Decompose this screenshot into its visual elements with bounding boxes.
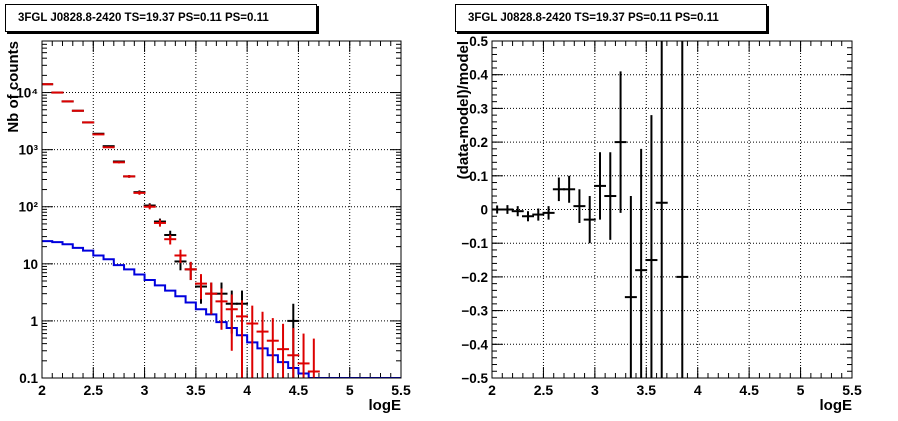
data-point: [246, 305, 259, 378]
data-point: [164, 234, 177, 245]
data-point: [614, 71, 627, 213]
y-tick-label: 10²: [18, 200, 38, 215]
data-point: [184, 261, 197, 281]
plot-area: [492, 41, 689, 378]
y-axis-title: Nb of counts: [5, 41, 22, 133]
y-tick-label: −0.5: [461, 371, 488, 386]
data-point: [604, 152, 617, 240]
y-tick-label: 0.3: [469, 101, 488, 116]
data-point: [92, 133, 105, 136]
plot-area: [42, 83, 401, 378]
data-point: [215, 288, 228, 330]
data-point: [645, 115, 658, 378]
x-tick-label: 2: [38, 382, 46, 398]
data-point: [594, 152, 606, 220]
y-tick-label: 0.2: [469, 135, 488, 150]
x-tick-label: 5.5: [842, 382, 862, 398]
data-point: [123, 175, 136, 178]
x-tick-label: 5: [797, 382, 805, 398]
data-point: [153, 219, 166, 227]
data-point: [297, 333, 310, 378]
x-tick-label: 3.5: [186, 382, 206, 398]
data-point: [676, 41, 689, 378]
model-step-line: [42, 240, 401, 378]
data-point: [82, 121, 95, 124]
x-tick-label: 4: [243, 382, 251, 398]
data-point: [112, 161, 125, 164]
y-tick-label: −0.1: [461, 236, 488, 251]
data-point: [655, 41, 668, 378]
y-tick-label: 10⁴: [16, 86, 38, 101]
x-tick-label: 5.5: [391, 382, 411, 398]
y-tick-label: −0.2: [461, 270, 488, 285]
data-point: [532, 208, 545, 221]
data-point: [277, 323, 290, 378]
y-tick-label: 0.1: [469, 169, 488, 184]
data-point: [174, 249, 187, 264]
y-tick-label: 1: [30, 314, 38, 329]
x-tick-label: 3.5: [637, 382, 657, 398]
y-tick-label: −0.4: [461, 337, 488, 352]
plot-frame: [491, 40, 853, 379]
x-tick-label: 4: [694, 382, 702, 398]
data-point: [573, 189, 586, 223]
y-tick-label: 0: [480, 203, 488, 218]
data-point: [194, 274, 207, 300]
y-tick-label: 0.5: [469, 34, 488, 49]
x-tick-label: 4.5: [739, 382, 759, 398]
data-point: [624, 196, 637, 378]
data-point: [501, 205, 514, 214]
counts-title: 3FGL J0828.8-2420 TS=19.37 PS=0.11 PS=0.…: [5, 4, 317, 32]
data-point: [266, 318, 279, 378]
y-tick-label: 10³: [18, 143, 38, 158]
x-tick-label: 2.5: [84, 382, 104, 398]
x-tick-label: 3: [591, 382, 599, 398]
data-point: [102, 146, 115, 149]
residuals-title: 3FGL J0828.8-2420 TS=19.37 PS=0.11 PS=0.…: [455, 4, 767, 32]
data-point: [225, 294, 238, 351]
y-tick-label: 0.4: [469, 68, 488, 83]
data-point: [61, 100, 74, 103]
y-tick-label: 10: [23, 257, 38, 272]
counts-panel: 2 2.5 3 3.5 4 4.5 5 5.5 0.1 1 10 10² 10³ 10⁴ logE Nb of…: [5, 40, 411, 414]
data-point: [552, 177, 565, 202]
data-point: [205, 282, 218, 315]
data-point: [287, 328, 300, 378]
x-tick-label: 2: [488, 382, 496, 398]
x-tick-label: 4.5: [289, 382, 309, 398]
data-point: [236, 300, 249, 378]
data-point: [133, 191, 146, 195]
x-axis-title: logE: [820, 397, 853, 414]
y-tick-label: 0.1: [19, 371, 38, 386]
data-point: [635, 148, 648, 378]
data-point: [542, 206, 555, 220]
data-point: [522, 211, 534, 222]
data-point: [71, 109, 84, 112]
x-axis-title: logE: [369, 397, 402, 414]
data-point: [563, 175, 576, 203]
y-tick-label: −0.3: [461, 304, 488, 319]
x-tick-label: 3: [141, 382, 149, 398]
data-point: [256, 311, 269, 378]
y-axis-title: (data-model)/model: [455, 41, 472, 179]
residuals-panel: 2 2.5 3 3.5 4 4.5 5 5.5 −0.5 −0.4 −0.3 −0.2 −0.1 0 0.1…: [455, 34, 862, 414]
data-point: [143, 204, 156, 210]
plot-frame: [41, 40, 402, 379]
data-point: [307, 338, 320, 378]
data-point: [583, 196, 596, 244]
data-point: [492, 205, 504, 214]
x-tick-label: 5: [346, 382, 354, 398]
data-point: [511, 206, 524, 217]
x-tick-label: 2.5: [534, 382, 554, 398]
